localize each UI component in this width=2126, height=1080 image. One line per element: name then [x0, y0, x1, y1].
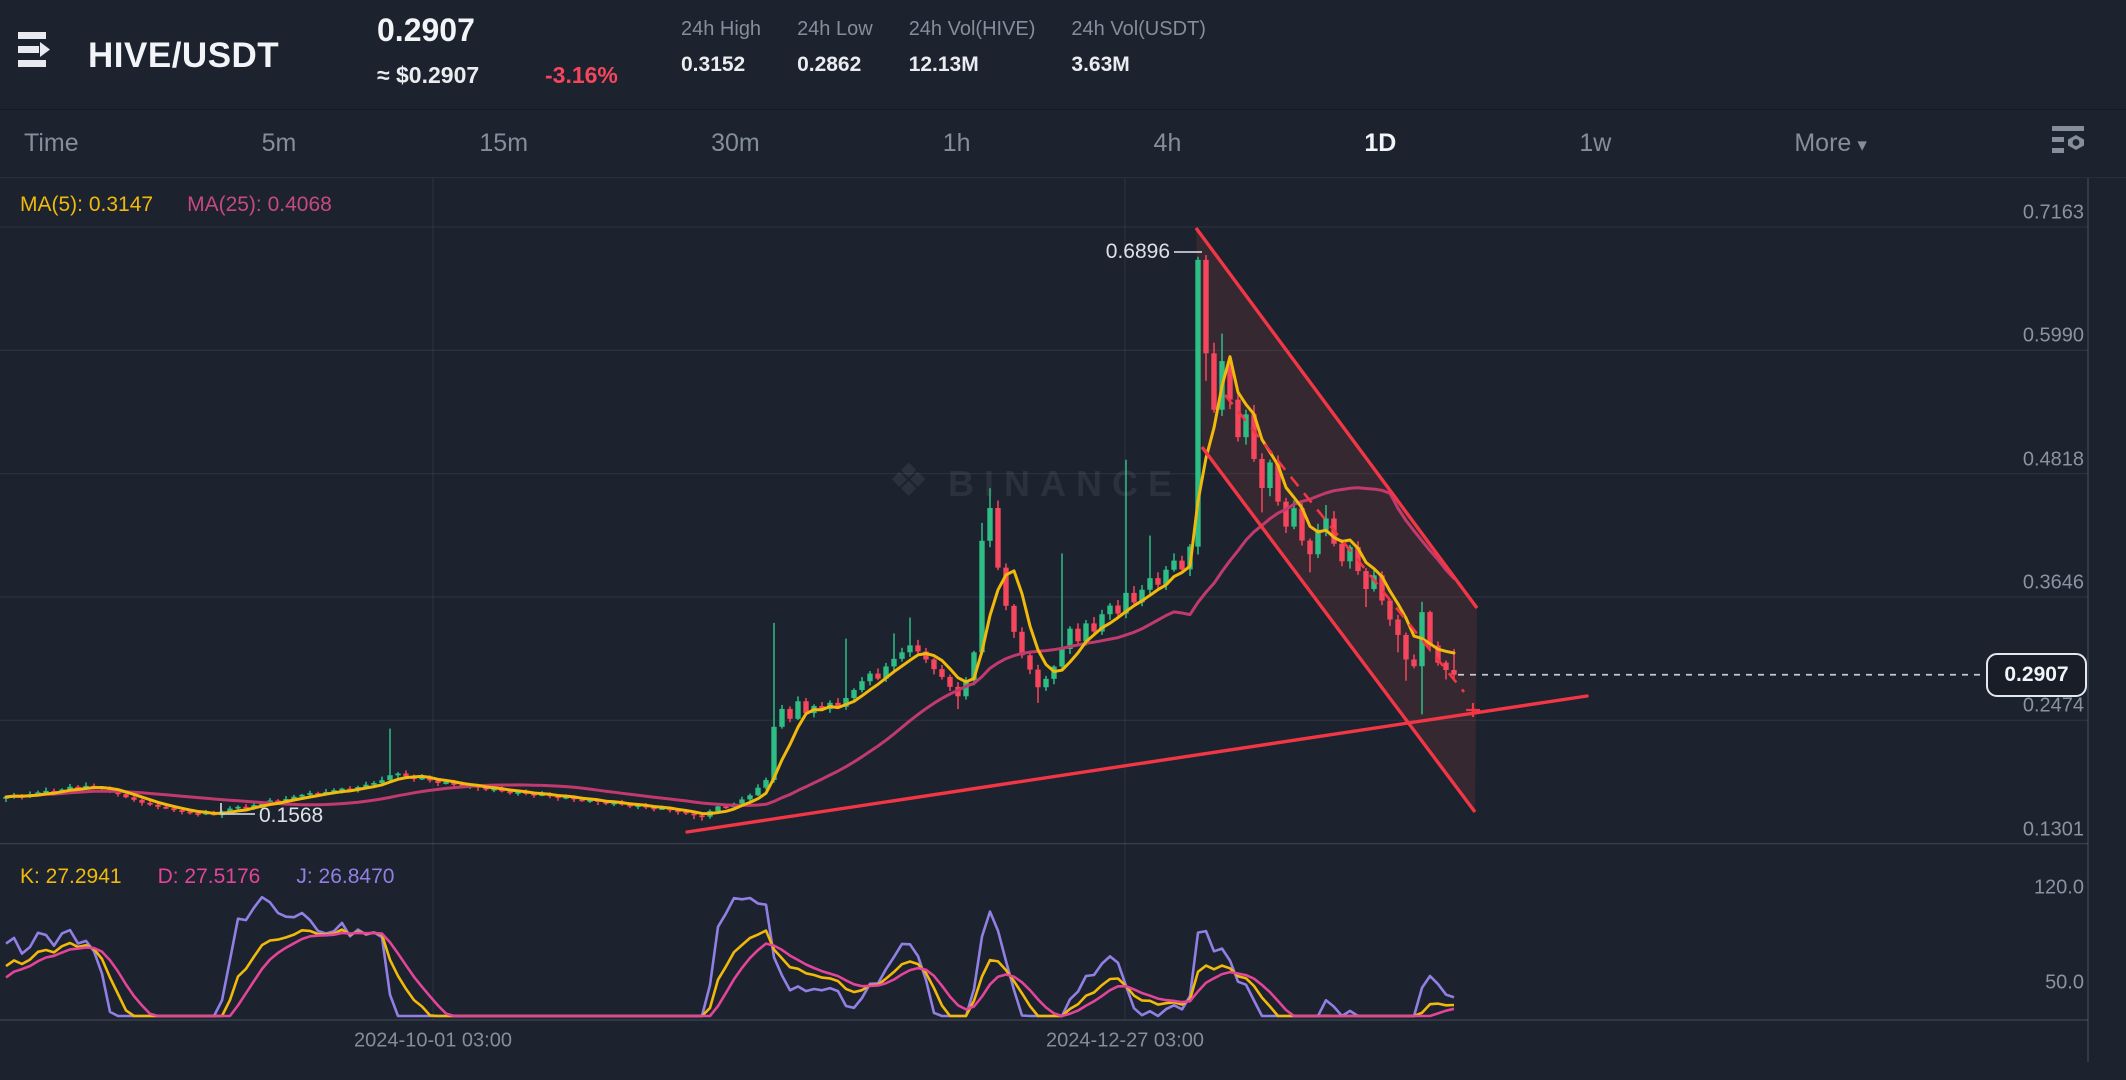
last-price: 0.2907	[377, 12, 475, 48]
channel-lower-line[interactable]	[1200, 445, 1477, 814]
price-axis-label: 0.1301	[2022, 818, 2084, 841]
fiat-price: ≈ $0.2907	[377, 62, 480, 88]
channel-upper-line[interactable]	[1194, 226, 1479, 610]
stat-value: 12.13M	[908, 53, 979, 76]
ma-indicator-labels: MA(5): 0.3147 MA(25): 0.4068	[20, 193, 332, 217]
header: HIVE/USDT 0.2907 ≈ $0.2907 -3.16% 24h Hi…	[0, 0, 2126, 110]
kdj-label: K: 27.2941	[20, 865, 122, 888]
low-price-annotation: 0.1568	[259, 804, 324, 827]
price-axis-label: 0.7163	[2022, 201, 2084, 224]
ma5-line	[4, 355, 1456, 816]
tab-1d[interactable]: 1D	[1364, 129, 1397, 157]
kdj-k-line	[5, 928, 1455, 1018]
stat-label: 24h Vol(HIVE)	[908, 18, 1036, 40]
stat-value: 0.3152	[681, 53, 746, 76]
tab-1h[interactable]: 1h	[942, 129, 971, 157]
price-axis-label: 0.5990	[2022, 324, 2084, 347]
channel-midline-dashed[interactable]	[1223, 394, 1466, 693]
more-caret-icon: ▾	[1857, 135, 1867, 156]
ticker-stats: 24h High 0.3152 24h Low 0.2862 24h Vol(HIVE)…	[681, 18, 1242, 77]
more-label: More	[1794, 129, 1852, 157]
tab-time[interactable]: Time	[24, 129, 79, 157]
tab-15m[interactable]: 15m	[479, 129, 529, 157]
stat-value: 3.63M	[1071, 53, 1130, 76]
ticker-stat: 24h High 0.3152	[681, 18, 761, 77]
kdj-indicator-labels: K: 27.2941 D: 27.5176 J: 26.8470	[20, 865, 394, 889]
trendline-anchor-cross[interactable]	[1466, 703, 1480, 717]
candles	[3, 255, 1457, 821]
tab-1w[interactable]: 1w	[1579, 129, 1612, 157]
tab-30m[interactable]: 30m	[711, 129, 760, 157]
time-axis-label: 2024-10-01 03:00	[354, 1029, 512, 1052]
tab-5m[interactable]: 5m	[261, 129, 297, 157]
chart-settings-icon[interactable]	[2050, 125, 2086, 162]
stat-label: 24h Low	[797, 18, 873, 40]
stat-value: 0.2862	[797, 53, 862, 76]
kdj-j-line	[5, 895, 1455, 1018]
ticker-stat: 24h Vol(USDT) 3.63M	[1071, 18, 1206, 77]
price-axis-label: 0.4818	[2022, 448, 2084, 471]
ma-label: MA(25): 0.4068	[187, 193, 332, 216]
svg-text:❖: ❖	[888, 454, 929, 506]
interval-tabs: Time 5m 15m 30m 1h 4h 1D 1w More ▾	[0, 110, 2126, 178]
ticker-stat: 24h Vol(HIVE) 12.13M	[909, 18, 1036, 77]
change-percent: -3.16%	[545, 62, 618, 88]
kdj-d-line	[5, 931, 1455, 1018]
market-menu-icon[interactable]	[18, 31, 52, 71]
svg-text:BINANCE: BINANCE	[948, 463, 1182, 504]
stat-label: 24h Vol(USDT)	[1071, 18, 1206, 40]
ma25-line	[4, 486, 1456, 807]
sub-axis-label: 50.0	[2045, 971, 2084, 994]
support-trendline[interactable]	[685, 694, 1589, 834]
binance-watermark: ❖ BINANCE	[888, 454, 1182, 506]
ma-label: MA(5): 0.3147	[20, 193, 154, 216]
kdj-label: D: 27.5176	[157, 865, 261, 888]
symbol-title: HIVE/USDT	[88, 36, 280, 75]
tab-4h[interactable]: 4h	[1153, 129, 1182, 157]
stat-label: 24h High	[681, 18, 762, 40]
more-dropdown[interactable]: More ▾	[1794, 129, 1867, 158]
sub-axis-label: 120.0	[2033, 876, 2084, 899]
current-price-tag: 0.2907	[1986, 652, 2087, 697]
kdj-label: J: 26.8470	[296, 865, 395, 888]
high-price-annotation: 0.6896	[1105, 240, 1170, 263]
ticker-stat: 24h Low 0.2862	[797, 18, 873, 77]
price-axis-label: 0.3646	[2022, 571, 2084, 594]
time-axis-label: 2024-12-27 03:00	[1046, 1029, 1204, 1052]
price-axis-label: 0.2474	[2022, 694, 2084, 717]
